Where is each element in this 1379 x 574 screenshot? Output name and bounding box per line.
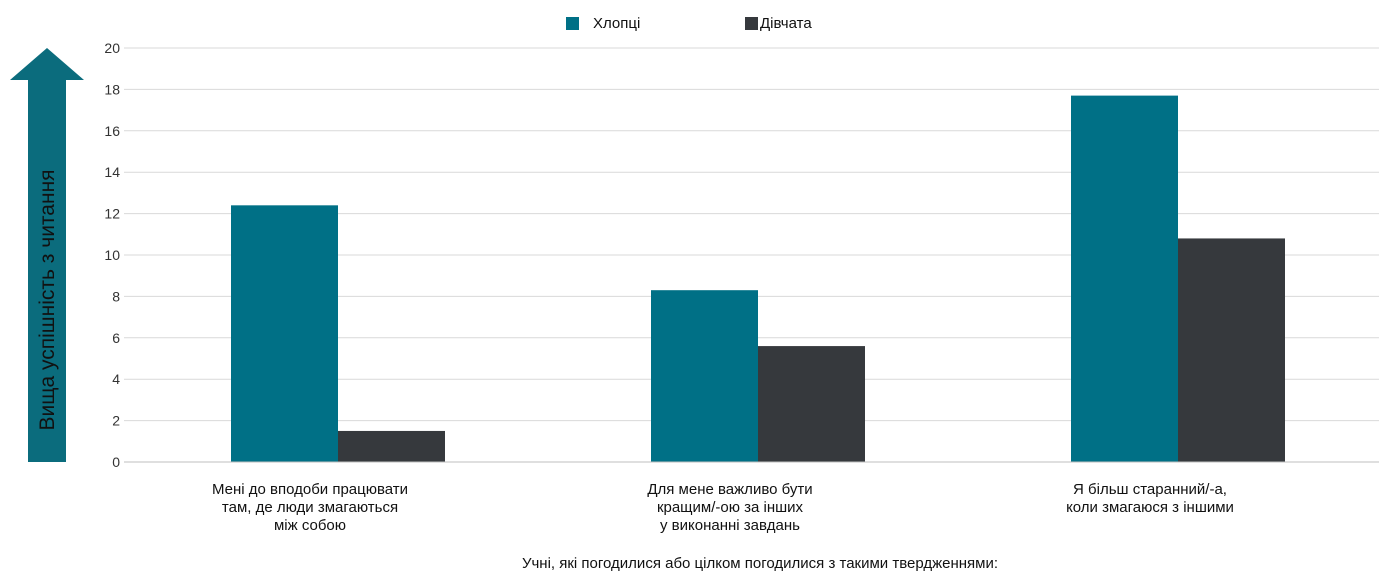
legend-label-boys: Хлопці [593,15,640,32]
category-label-line: у виконанні завдань [660,517,800,534]
y-tick-label: 4 [112,371,120,387]
bar-boys-1 [231,205,338,462]
y-tick-label: 2 [112,413,120,429]
y-tick-label: 14 [104,164,120,180]
legend-swatch-girls [745,17,758,30]
y-tick-label: 12 [104,206,120,222]
category-label-line: Для мене важливо бути [647,481,812,498]
category-label-line: між собою [274,517,346,534]
bars [231,95,1285,463]
y-tick-label: 18 [104,81,120,97]
legend: Хлопці Дівчата [566,15,812,32]
y-axis-arrow: Вища успішність з читання [10,48,84,462]
x-axis-label: Учні, які погодилися або цілком погодили… [522,555,998,572]
bar-girls-1 [338,430,445,462]
category-label-line: кращим/-ою за інших [657,499,804,516]
y-axis-ticks: 0 2 4 6 8 10 12 14 16 18 20 [104,40,120,470]
category-label-line: там, де люди змагаються [222,499,398,516]
category-label-line: Мені до вподоби працювати [212,481,408,498]
category-label-line: Я більш старанний/-а, [1073,481,1227,498]
y-tick-label: 8 [112,288,120,304]
bar-girls-3 [1178,238,1285,462]
y-tick-label: 6 [112,330,120,346]
legend-swatch-boys [566,17,579,30]
bar-boys-3 [1071,95,1178,463]
legend-label-girls: Дівчата [760,15,812,32]
y-tick-label: 20 [104,40,120,56]
category-label-line: коли змагаюся з іншими [1066,499,1234,516]
y-axis-label: Вища успішність з читання [36,169,59,430]
bar-girls-2 [758,346,865,462]
bar-boys-2 [651,290,758,462]
y-tick-label: 16 [104,123,120,139]
y-tick-label: 0 [112,454,120,470]
y-tick-label: 10 [104,247,120,263]
up-arrow-icon [10,48,84,462]
